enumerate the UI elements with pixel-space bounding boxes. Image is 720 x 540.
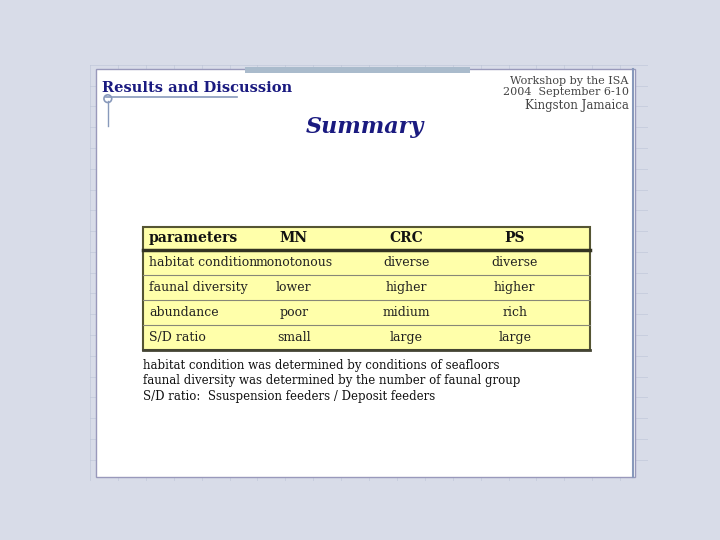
Text: MN: MN [280, 231, 308, 245]
Text: large: large [498, 330, 531, 343]
Text: poor: poor [279, 306, 308, 319]
Text: rich: rich [503, 306, 527, 319]
Text: diverse: diverse [383, 255, 429, 268]
Text: 2004  September 6-10: 2004 September 6-10 [503, 87, 629, 97]
Text: habitat condition: habitat condition [149, 255, 257, 268]
Text: large: large [390, 330, 423, 343]
Text: Summary: Summary [306, 117, 424, 138]
Bar [143, 226, 590, 350]
Text: faunal diversity: faunal diversity [149, 281, 248, 294]
Text: PS: PS [505, 231, 525, 245]
Text: CRC: CRC [390, 231, 423, 245]
Text: diverse: diverse [492, 255, 538, 268]
Text: lower: lower [276, 281, 312, 294]
Text: midium: midium [382, 306, 430, 319]
Text: higher: higher [494, 281, 536, 294]
Text: faunal diversity was determined by the number of faunal group: faunal diversity was determined by the n… [143, 374, 520, 387]
Text: higher: higher [385, 281, 427, 294]
Text: parameters: parameters [149, 231, 238, 245]
Text: Kingston Jamaica: Kingston Jamaica [525, 99, 629, 112]
Text: small: small [277, 330, 310, 343]
Text: Workshop by the ISA: Workshop by the ISA [510, 76, 629, 85]
Bar [245, 67, 469, 73]
Text: abundance: abundance [149, 306, 219, 319]
Text: monotonous: monotonous [256, 255, 333, 268]
Text: S/D ratio:  Ssuspension feeders / Deposit feeders: S/D ratio: Ssuspension feeders / Deposit… [143, 390, 435, 403]
Text: habitat condition was determined by conditions of seafloors: habitat condition was determined by cond… [143, 359, 499, 372]
Text: S/D ratio: S/D ratio [149, 330, 206, 343]
Text: Results and Discussion: Results and Discussion [102, 81, 292, 95]
